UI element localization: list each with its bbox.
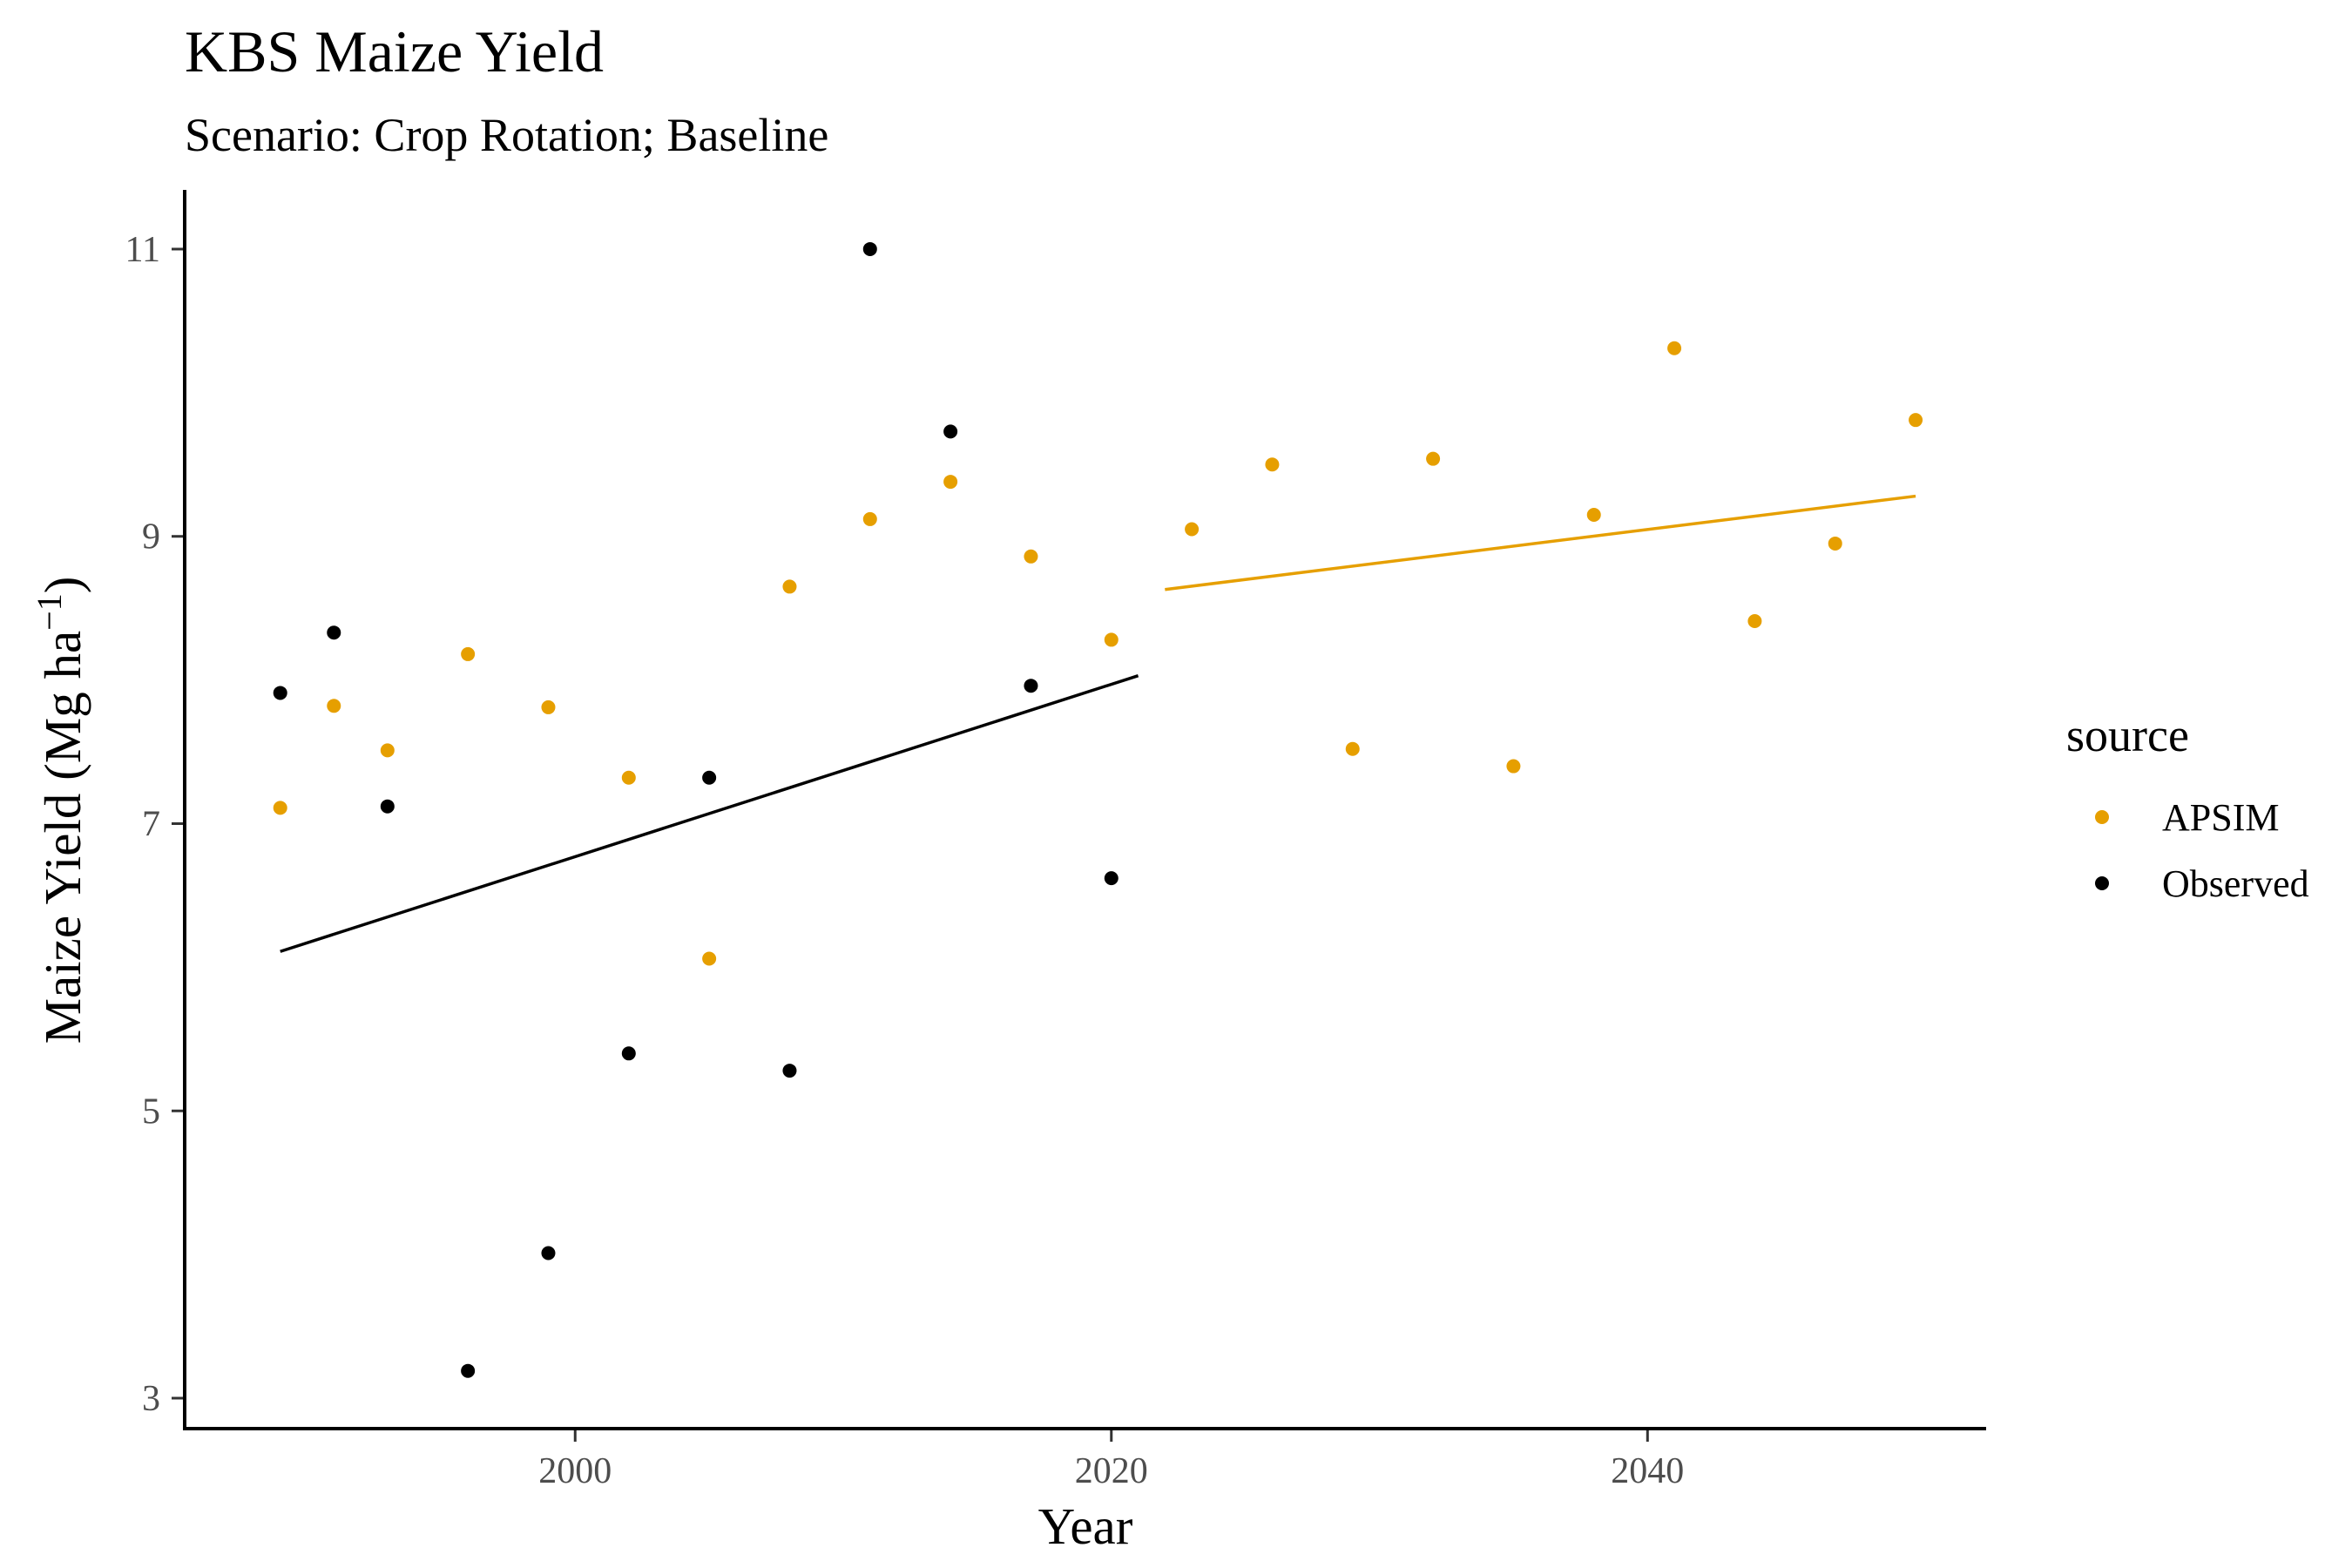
observed-point: [621, 1046, 636, 1061]
observed-point: [943, 424, 958, 439]
x-tick-label: 2040: [1611, 1451, 1684, 1491]
legend-label-observed: Observed: [2162, 862, 2309, 905]
x-axis-title: Year: [1038, 1497, 1133, 1555]
apsim-point: [1586, 507, 1601, 522]
observed-point: [461, 1363, 476, 1378]
apsim-point: [1185, 522, 1200, 537]
observed-point: [380, 799, 395, 814]
y-axis-title: Maize Yield (Mg ha−1): [30, 577, 91, 1044]
apsim-point: [380, 743, 395, 758]
legend: source APSIM Observed: [2066, 709, 2309, 905]
legend-key-apsim: [2095, 810, 2109, 824]
apsim-point: [1345, 741, 1360, 756]
observed-point: [541, 1246, 556, 1260]
apsim-point: [1747, 614, 1762, 629]
observed-point: [862, 241, 877, 256]
apsim-point: [943, 475, 958, 490]
apsim-point: [1104, 632, 1119, 647]
observed-point: [702, 770, 717, 785]
y-axis-title-close: ): [34, 577, 91, 594]
apsim-point: [273, 801, 287, 815]
observed-point: [1104, 871, 1119, 886]
observed-point: [1024, 679, 1038, 693]
apsim-point: [1024, 549, 1038, 564]
y-tick-label: 3: [142, 1379, 160, 1419]
observed-point: [782, 1064, 797, 1078]
y-tick-label: 11: [125, 230, 160, 270]
apsim-point: [1909, 413, 1923, 428]
apsim-point: [702, 951, 717, 966]
apsim-point: [327, 699, 341, 713]
y-tick-label: 9: [142, 517, 160, 558]
x-axis-ticks: 2000 2020 2040: [538, 1429, 1684, 1491]
legend-title: source: [2066, 709, 2189, 761]
apsim-point: [1426, 451, 1441, 466]
apsim-point: [1667, 341, 1682, 355]
y-tick-label: 5: [142, 1092, 160, 1132]
apsim-point: [541, 700, 556, 714]
apsim-point: [461, 646, 476, 661]
chart-subtitle: Scenario: Crop Rotation; Baseline: [185, 109, 828, 161]
apsim-point: [621, 770, 636, 785]
x-tick-label: 2000: [538, 1451, 612, 1491]
apsim-point: [1265, 457, 1280, 472]
observed-point: [327, 625, 341, 640]
apsim-point: [1828, 536, 1842, 551]
y-axis-ticks: 3 5 7 9 11: [125, 230, 185, 1419]
plot-area: [273, 241, 1923, 1378]
chart-title: KBS Maize Yield: [185, 18, 604, 84]
x-tick-label: 2020: [1075, 1451, 1148, 1491]
y-tick-label: 7: [142, 804, 160, 844]
apsim-trend-line: [1165, 494, 1916, 591]
legend-key-observed: [2095, 876, 2109, 890]
apsim-point: [1506, 759, 1521, 774]
observed-point: [273, 686, 287, 700]
observed-trend-line: [280, 673, 1139, 953]
y-axis-title-superscript: −1: [30, 593, 69, 631]
legend-label-apsim: APSIM: [2162, 796, 2280, 839]
y-axis-title-main: Maize Yield (Mg ha: [34, 631, 91, 1044]
apsim-point: [782, 579, 797, 594]
apsim-point: [862, 511, 877, 526]
